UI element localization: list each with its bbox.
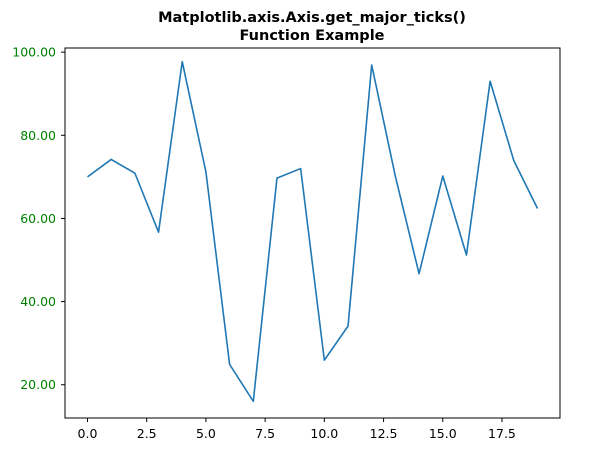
data-line xyxy=(87,60,539,403)
x-tick-label: 12.5 xyxy=(370,426,398,441)
data-point xyxy=(110,159,112,161)
data-point xyxy=(300,168,302,170)
data-point xyxy=(371,64,373,66)
data-point xyxy=(489,80,491,82)
data-point xyxy=(205,171,207,173)
axes-frame xyxy=(64,47,561,419)
plot-area: 0.0 2.5 5.0 7.5 10.0 12.5 15.0 17.5 20.00 40.00 60… xyxy=(12,45,561,441)
data-point xyxy=(418,273,420,275)
data-point xyxy=(181,61,183,63)
y-tick-label: 80.00 xyxy=(20,128,56,143)
data-point xyxy=(442,175,444,177)
data-point xyxy=(537,208,539,210)
data-point xyxy=(466,254,468,256)
y-tick-label: 20.00 xyxy=(20,377,56,392)
y-tick-label: 100.00 xyxy=(12,45,56,60)
data-point xyxy=(347,325,349,327)
x-tick-label: 17.5 xyxy=(488,426,516,441)
x-tick-label: 5.0 xyxy=(196,426,216,441)
data-point xyxy=(395,176,397,178)
data-point xyxy=(513,160,515,162)
chart-title-line-1: Matplotlib.axis.Axis.get_major_ticks() xyxy=(158,10,466,26)
x-tick-label: 7.5 xyxy=(255,426,275,441)
data-point xyxy=(252,401,254,403)
x-tick-label: 0.0 xyxy=(78,426,98,441)
data-point xyxy=(276,177,278,179)
x-tick-label: 15.0 xyxy=(429,426,457,441)
data-point xyxy=(229,364,231,366)
chart-title-line-2: Function Example xyxy=(240,28,385,44)
x-tick-label: 2.5 xyxy=(137,426,157,441)
data-point xyxy=(158,231,160,233)
y-tick-label: 40.00 xyxy=(20,294,56,309)
x-tick-label: 10.0 xyxy=(310,426,338,441)
y-tick-label: 60.00 xyxy=(20,211,56,226)
data-point xyxy=(134,172,136,174)
data-point xyxy=(87,176,89,178)
data-point xyxy=(324,359,326,361)
